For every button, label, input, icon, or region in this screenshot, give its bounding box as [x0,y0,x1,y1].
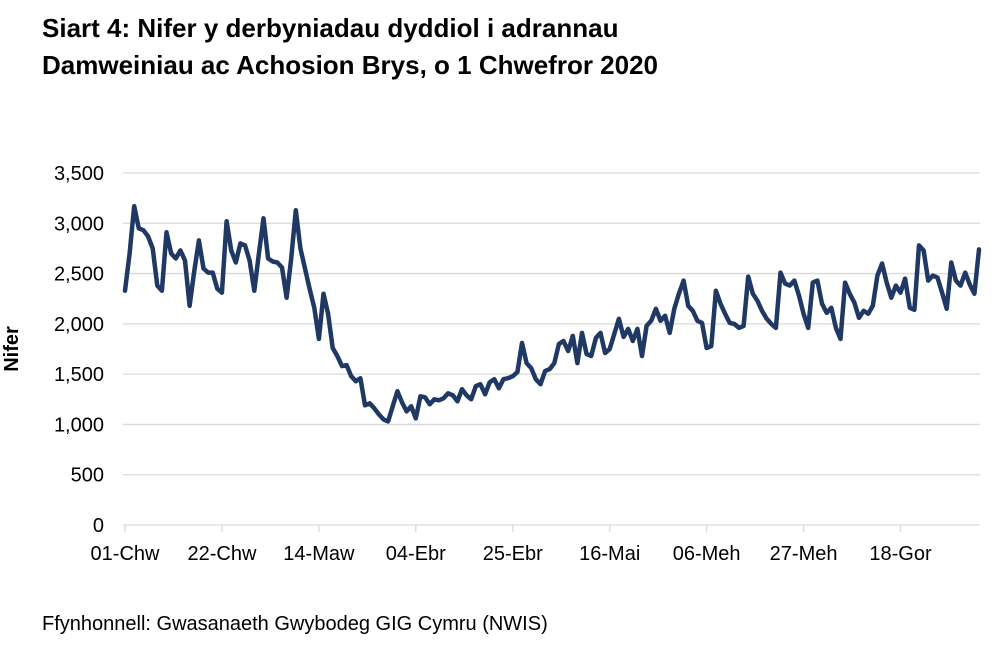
daily-admissions-line [122,203,982,424]
x-tick-label: 27-Meh [770,543,838,565]
source-note: Ffynhonnell: Gwasanaeth Gwybodeg GIG Cym… [42,613,548,635]
chart-title: Siart 4: Nifer y derbyniadau dyddiol i a… [42,10,942,84]
x-tick-label: 06-Meh [673,543,741,565]
y-tick-label: 3,500 [54,163,104,185]
y-tick-label: 2,500 [54,264,104,286]
x-tick-label: 25-Ebr [483,543,543,565]
y-tick-label: 1,000 [54,414,104,436]
x-tick-label: 14-Maw [283,543,355,565]
y-tick-label: 0 [93,515,104,537]
x-tick-label: 01-Chw [91,543,160,565]
y-tick-label: 1,500 [54,364,104,386]
x-tick-label: 16-Mai [579,543,640,565]
chart-title-line2: Damweiniau ac Achosion Brys, o 1 Chwefro… [42,50,659,80]
y-axis-title: Nifer [1,326,23,372]
y-tick-label: 2,000 [54,314,104,336]
x-tick-label: 18-Gor [869,543,932,565]
y-tick-label: 500 [71,465,104,487]
x-tick-label: 04-Ebr [386,543,446,565]
y-tick-label: 3,000 [54,213,104,235]
x-tick-label: 22-Chw [187,543,256,565]
chart-title-line1: Siart 4: Nifer y derbyniadau dyddiol i a… [42,13,619,43]
